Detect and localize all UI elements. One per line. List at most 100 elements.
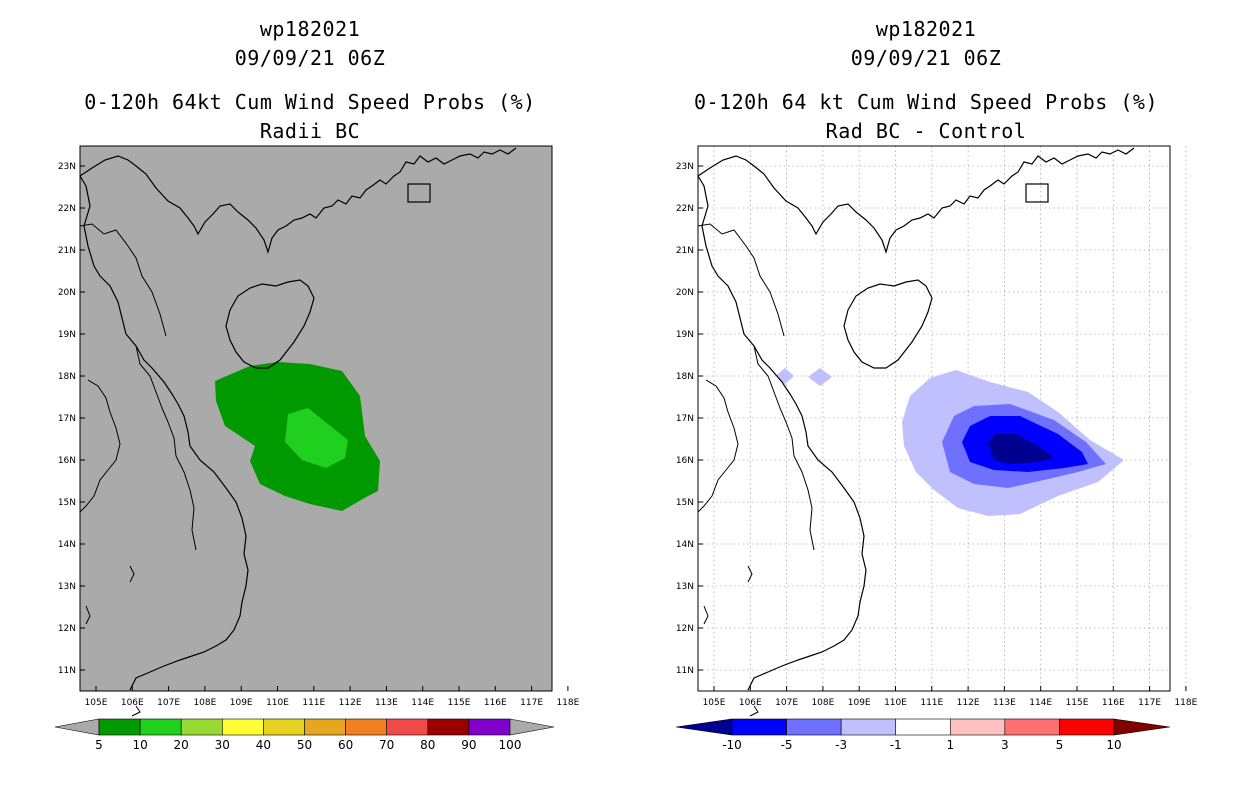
lon-tick-label: 106E <box>121 698 144 708</box>
lat-tick-label: 15N <box>676 498 694 508</box>
right-colorbar: -10 -5 -3 -1 1 3 5 10 <box>675 718 1171 752</box>
lon-tick-label: 109E <box>848 698 871 708</box>
left-storm-id: wp182021 <box>259 17 361 41</box>
lat-tick-label: 17N <box>676 414 694 424</box>
lat-tick-label: 18N <box>676 372 694 382</box>
right-colorbar-segment <box>731 718 787 736</box>
right-colorbar-high-arrow <box>1113 718 1171 736</box>
right-colorbar-low-arrow <box>675 718 733 736</box>
lon-tick-label: 108E <box>193 698 216 708</box>
lat-tick-label: 23N <box>58 162 76 172</box>
lat-tick-label: 19N <box>58 330 76 340</box>
left-title-block: wp182021 09/09/21 06Z 0-120h 64kt Cum Wi… <box>40 15 580 146</box>
lat-tick-label: 19N <box>676 330 694 340</box>
lon-tick-label: 110E <box>884 698 907 708</box>
right-title-block: wp182021 09/09/21 06Z 0-120h 64 kt Cum W… <box>656 15 1196 146</box>
lon-tick-label: 118E <box>556 698 579 708</box>
right-diff-small-patch-2 <box>808 368 832 386</box>
lat-tick-label: 14N <box>676 540 694 550</box>
left-colorbar-segment <box>386 718 429 736</box>
lat-tick-label: 14N <box>58 540 76 550</box>
left-colorbar-label: 50 <box>297 738 312 752</box>
lat-tick-label: 12N <box>58 624 76 634</box>
left-colorbar-labels: 5 10 20 30 40 50 60 70 80 90 100 <box>95 738 521 752</box>
left-product-title: 0-120h 64kt Cum Wind Speed Probs (%) <box>84 90 536 114</box>
left-colorbar: 5 10 20 30 40 50 60 70 80 90 100 <box>54 718 555 752</box>
lat-tick-label: 13N <box>58 582 76 592</box>
lon-tick-label: 112E <box>957 698 980 708</box>
left-colorbar-segment <box>345 718 388 736</box>
right-colorbar-label: -3 <box>835 738 847 752</box>
right-lon-axis: 105E 106E 107E 108E 109E 110E 111E 112E 113E 114E… <box>703 686 1198 708</box>
lat-tick-label: 21N <box>676 246 694 256</box>
left-lat-axis: 11N 12N 13N 14N 15N 16N 17N 18N 19N 20N 21N 22N 23N <box>58 162 85 676</box>
lon-tick-label: 118E <box>1174 698 1197 708</box>
left-colorbar-label: 70 <box>379 738 394 752</box>
right-colorbar-segment <box>786 718 842 736</box>
right-colorbar-label: 3 <box>1001 738 1009 752</box>
lat-tick-label: 11N <box>676 666 694 676</box>
right-datetime: 09/09/21 06Z <box>850 46 1002 70</box>
left-colorbar-segment <box>139 718 182 736</box>
lat-tick-label: 22N <box>58 204 76 214</box>
lon-tick-label: 111E <box>920 698 943 708</box>
lat-tick-label: 20N <box>58 288 76 298</box>
left-datetime: 09/09/21 06Z <box>234 46 386 70</box>
lat-tick-label: 22N <box>676 204 694 214</box>
right-lat-axis: 11N 12N 13N 14N 15N 16N 17N 18N 19N 20N 21N 22N 23N <box>676 162 703 676</box>
lon-tick-label: 116E <box>484 698 507 708</box>
left-colorbar-label: 60 <box>338 738 353 752</box>
left-colorbar-segment <box>263 718 305 736</box>
right-colorbar-label: -1 <box>890 738 902 752</box>
left-map-panel: 105E 106E 107E 108E 109E 110E 111E 112E 113E 114E… <box>58 145 580 717</box>
right-product-title: 0-120h 64 kt Cum Wind Speed Probs (%) <box>693 90 1159 114</box>
lon-tick-label: 105E <box>703 698 726 708</box>
left-prob-contour-10pct <box>285 408 348 468</box>
left-colorbar-label: 30 <box>215 738 230 752</box>
lon-tick-label: 112E <box>339 698 362 708</box>
left-colorbar-segment <box>468 718 511 736</box>
lon-tick-label: 115E <box>448 698 471 708</box>
left-colorbar-segment <box>222 718 264 736</box>
left-colorbar-label: 5 <box>95 738 103 752</box>
right-colorbar-segment <box>1004 718 1060 736</box>
lon-tick-label: 114E <box>411 698 434 708</box>
lon-tick-label: 115E <box>1066 698 1089 708</box>
lon-tick-label: 113E <box>375 698 398 708</box>
lon-tick-label: 110E <box>266 698 289 708</box>
lat-tick-label: 11N <box>58 666 76 676</box>
left-lon-axis: 105E 106E 107E 108E 109E 110E 111E 112E 113E 114E… <box>85 686 580 708</box>
lon-tick-label: 109E <box>230 698 253 708</box>
left-colorbar-segment <box>98 718 141 736</box>
left-colorbar-high-arrow <box>509 718 555 736</box>
lat-tick-label: 13N <box>676 582 694 592</box>
lon-tick-label: 116E <box>1102 698 1125 708</box>
lon-tick-label: 117E <box>1138 698 1161 708</box>
right-colorbar-label: 1 <box>946 738 954 752</box>
right-colorbar-segment <box>949 718 1006 736</box>
left-colorbar-label: 80 <box>420 738 435 752</box>
right-map-panel: 105E 106E 107E 108E 109E 110E 111E 112E 113E 114E… <box>676 145 1198 717</box>
lon-tick-label: 113E <box>993 698 1016 708</box>
right-colorbar-label: -5 <box>781 738 793 752</box>
right-subtitle: Rad BC - Control <box>825 119 1027 143</box>
right-storm-id: wp182021 <box>875 17 977 41</box>
left-subtitle: Radii BC <box>259 119 361 143</box>
left-colorbar-segment <box>427 718 470 736</box>
lat-tick-label: 12N <box>676 624 694 634</box>
left-colorbar-label: 40 <box>256 738 271 752</box>
lon-tick-label: 107E <box>157 698 180 708</box>
left-colorbar-label: 10 <box>132 738 147 752</box>
right-map-gridlines <box>698 146 1187 691</box>
lat-tick-label: 20N <box>676 288 694 298</box>
left-colorbar-segment <box>180 718 223 736</box>
lat-tick-label: 16N <box>58 456 76 466</box>
lat-tick-label: 16N <box>676 456 694 466</box>
left-colorbar-segments <box>98 718 511 736</box>
lat-tick-label: 17N <box>58 414 76 424</box>
right-colorbar-labels: -10 -5 -3 -1 1 3 5 10 <box>722 738 1121 752</box>
lon-tick-label: 107E <box>775 698 798 708</box>
lat-tick-label: 21N <box>58 246 76 256</box>
left-colorbar-low-arrow <box>54 718 100 736</box>
